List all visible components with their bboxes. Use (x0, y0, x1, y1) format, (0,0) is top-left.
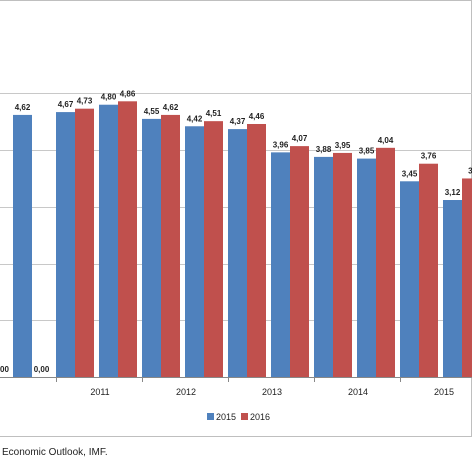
data-label: 4,51 (206, 109, 222, 118)
x-tick-label: 2014 (348, 387, 368, 397)
data-label: 4,37 (230, 117, 246, 126)
bar-2015-9 (357, 158, 376, 377)
bar-2016-7 (290, 146, 309, 377)
bar-chart: 4,62 4,67 4,80 4,55 4,42 4,37 3,96 3,88 3,85 3,45… (0, 89, 472, 422)
bar-2016-9 (376, 147, 395, 377)
legend-entry: 2015 (216, 412, 236, 422)
bar-2016-3 (118, 101, 137, 378)
x-axis: 2011 2012 2013 2014 2015 (0, 377, 472, 397)
legend-swatch (241, 413, 248, 420)
data-label: 4,67 (58, 100, 74, 109)
bar-2016-11 (462, 178, 472, 377)
data-label: 4,55 (144, 107, 160, 116)
bar-2015-1 (13, 114, 32, 378)
legend: 2015 2016 (207, 412, 270, 422)
data-label: 4,62 (163, 103, 179, 112)
data-label: 4,04 (378, 136, 394, 145)
data-label: 3,96 (273, 140, 289, 149)
data-label: 3,76 (421, 152, 437, 161)
bar-2015-7 (271, 152, 290, 377)
data-label: 4,73 (77, 97, 93, 106)
data-label: 4,42 (187, 114, 203, 123)
data-label-edge: 00 (0, 365, 9, 374)
bar-2016-10 (419, 163, 438, 377)
legend-swatch (207, 413, 214, 420)
bar-2015-2 (56, 112, 75, 378)
bar-2015-10 (400, 181, 419, 377)
x-tick-label: 2011 (90, 387, 109, 397)
source-note: Economic Outlook, IMF. (2, 447, 108, 458)
data-label: 3,95 (335, 141, 351, 150)
bar-2015-3 (99, 104, 118, 377)
legend-entry: 2016 (250, 412, 270, 422)
bar-2015-6 (228, 129, 247, 377)
data-label: 4,80 (101, 93, 117, 102)
data-label: 3,45 (402, 169, 418, 178)
data-labels: 4,62 4,67 4,80 4,55 4,42 4,37 3,96 3,88 3,85 3,45… (0, 89, 472, 374)
bar-2015-11 (443, 200, 462, 377)
bars (13, 101, 472, 378)
data-label: 4,07 (292, 134, 308, 143)
data-label: 4,62 (15, 103, 31, 112)
chart-frame: 4,62 4,67 4,80 4,55 4,42 4,37 3,96 3,88 3,85 3,45… (0, 0, 472, 437)
bar-2016-6 (247, 123, 266, 377)
bar-2016-5 (204, 121, 223, 377)
x-tick-label: 2012 (176, 387, 196, 397)
bar-2016-2 (75, 108, 94, 378)
data-label: 0,00 (34, 365, 50, 374)
data-label: 4,86 (120, 89, 136, 98)
data-label: 4,46 (249, 112, 265, 121)
data-label: 3,88 (316, 145, 332, 154)
bar-2015-5 (185, 126, 204, 377)
data-label: 3, (468, 166, 472, 175)
bar-2016-4 (161, 114, 180, 378)
x-tick-label: 2013 (262, 387, 282, 397)
data-label: 3,85 (359, 147, 375, 156)
bar-2016-8 (333, 152, 352, 377)
bar-2015-4 (142, 118, 161, 378)
x-tick-label: 2015 (434, 387, 454, 397)
data-label: 3,12 (445, 188, 461, 197)
bar-2015-8 (314, 156, 333, 377)
